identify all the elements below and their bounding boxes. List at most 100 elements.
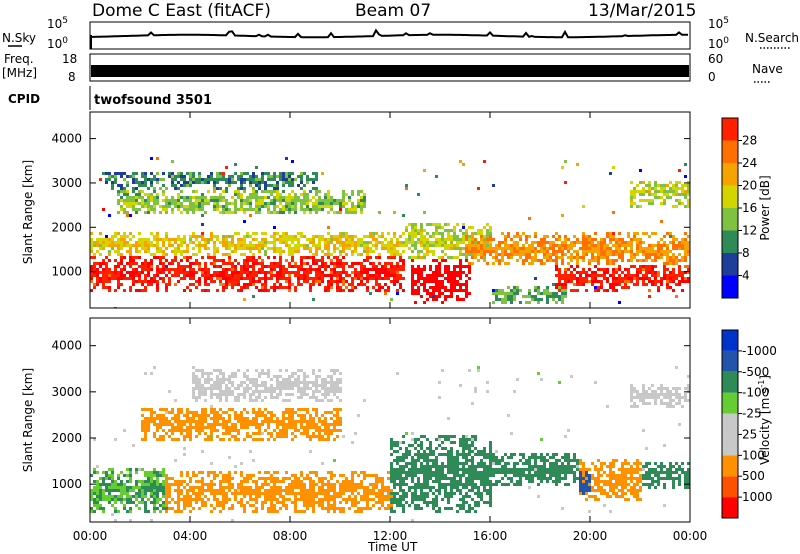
heatmap-cell — [198, 181, 201, 184]
heatmap-cell — [270, 384, 273, 387]
heatmap-cell — [597, 244, 600, 247]
heatmap-cell — [366, 277, 369, 280]
heatmap-cell — [678, 244, 681, 247]
heatmap-cell — [315, 250, 318, 253]
heatmap-cell — [378, 489, 381, 492]
heatmap-cell — [360, 253, 363, 256]
heatmap-cell — [147, 408, 150, 411]
heatmap-cell — [300, 259, 303, 262]
heatmap-cell — [285, 280, 288, 283]
heatmap-cell — [444, 244, 447, 247]
heatmap-cell — [165, 492, 168, 495]
heatmap-cell — [420, 238, 423, 241]
heatmap-cell — [228, 432, 231, 435]
heatmap-cell — [120, 274, 123, 277]
heatmap-cell — [150, 411, 153, 414]
heatmap-cell — [285, 486, 288, 489]
heatmap-cell — [120, 247, 123, 250]
heatmap-cell — [564, 283, 567, 286]
heatmap-cell — [96, 262, 99, 265]
heatmap-cell — [171, 417, 174, 420]
heatmap-cell — [105, 235, 108, 238]
heatmap-cell — [252, 262, 255, 265]
heatmap-cell — [633, 193, 636, 196]
heatmap-cell — [312, 369, 315, 372]
heatmap-cell — [207, 181, 210, 184]
heatmap-cell — [291, 256, 294, 259]
heatmap-cell — [504, 292, 507, 295]
heatmap-cell — [372, 274, 375, 277]
heatmap-cell — [243, 486, 246, 489]
heatmap-cell — [642, 280, 645, 283]
heatmap-cell — [360, 486, 363, 489]
heatmap-cell — [639, 271, 642, 274]
heatmap-cell — [618, 256, 621, 259]
heatmap-cell — [291, 283, 294, 286]
heatmap-cell — [135, 256, 138, 259]
heatmap-cell — [153, 196, 156, 199]
heatmap-cell — [363, 193, 366, 196]
heatmap-cell — [327, 483, 330, 486]
heatmap-cell — [126, 241, 129, 244]
heatmap-cell — [126, 202, 129, 205]
heatmap-cell — [465, 244, 468, 247]
heatmap-cell — [186, 196, 189, 199]
heatmap-cell — [162, 408, 165, 411]
heatmap-cell — [339, 495, 342, 498]
heatmap-cell — [345, 202, 348, 205]
heatmap-cell — [255, 280, 258, 283]
heatmap-cell — [303, 426, 306, 429]
heatmap-cell — [204, 262, 207, 265]
heatmap-cell — [615, 277, 618, 280]
heatmap-cell — [102, 268, 105, 271]
heatmap-cell — [255, 495, 258, 498]
heatmap-cell — [660, 280, 663, 283]
heatmap-cell — [216, 247, 219, 250]
heatmap-cell — [306, 426, 309, 429]
heatmap-cell — [90, 474, 93, 477]
heatmap-cell — [147, 420, 150, 423]
heatmap-cell — [546, 301, 549, 304]
heatmap-cell — [222, 411, 225, 414]
freq-label-line2: [MHz] — [2, 66, 37, 80]
heatmap-cell — [333, 274, 336, 277]
heatmap-cell — [306, 256, 309, 259]
heatmap-cell — [483, 253, 486, 256]
heatmap-cell — [105, 265, 108, 268]
heatmap-cell — [531, 244, 534, 247]
heatmap-cell — [612, 244, 615, 247]
heatmap-cell — [252, 283, 255, 286]
heatmap-cell — [576, 238, 579, 241]
heatmap-cell — [423, 268, 426, 271]
heatmap-cell — [123, 193, 126, 196]
heatmap-cell — [255, 498, 258, 501]
heatmap-cell — [606, 250, 609, 253]
heatmap-cell — [150, 262, 153, 265]
heatmap-cell — [150, 181, 153, 184]
heatmap-cell — [309, 199, 312, 202]
heatmap-cell — [585, 271, 588, 274]
heatmap-cell — [153, 468, 156, 471]
heatmap-cell — [375, 271, 378, 274]
heatmap-cell — [642, 265, 645, 268]
heatmap-cell — [351, 471, 354, 474]
heatmap-cell — [384, 268, 387, 271]
heatmap-cell — [180, 271, 183, 274]
heatmap-cell — [279, 199, 282, 202]
heatmap-cell — [285, 399, 288, 402]
heatmap-cell — [213, 187, 216, 190]
heatmap-cell — [654, 271, 657, 274]
heatmap-cell — [93, 486, 96, 489]
heatmap-cell — [336, 211, 339, 214]
heatmap-cell — [156, 250, 159, 253]
heatmap-cell — [339, 489, 342, 492]
heatmap-cell — [435, 271, 438, 274]
heatmap-cell — [186, 286, 189, 289]
heatmap-cell — [408, 238, 411, 241]
heatmap-cell — [126, 277, 129, 280]
heatmap-cell — [684, 190, 687, 193]
heatmap-cell — [228, 498, 231, 501]
heatmap-cell — [321, 420, 324, 423]
heatmap-cell — [561, 301, 564, 304]
heatmap-cell — [246, 172, 249, 175]
